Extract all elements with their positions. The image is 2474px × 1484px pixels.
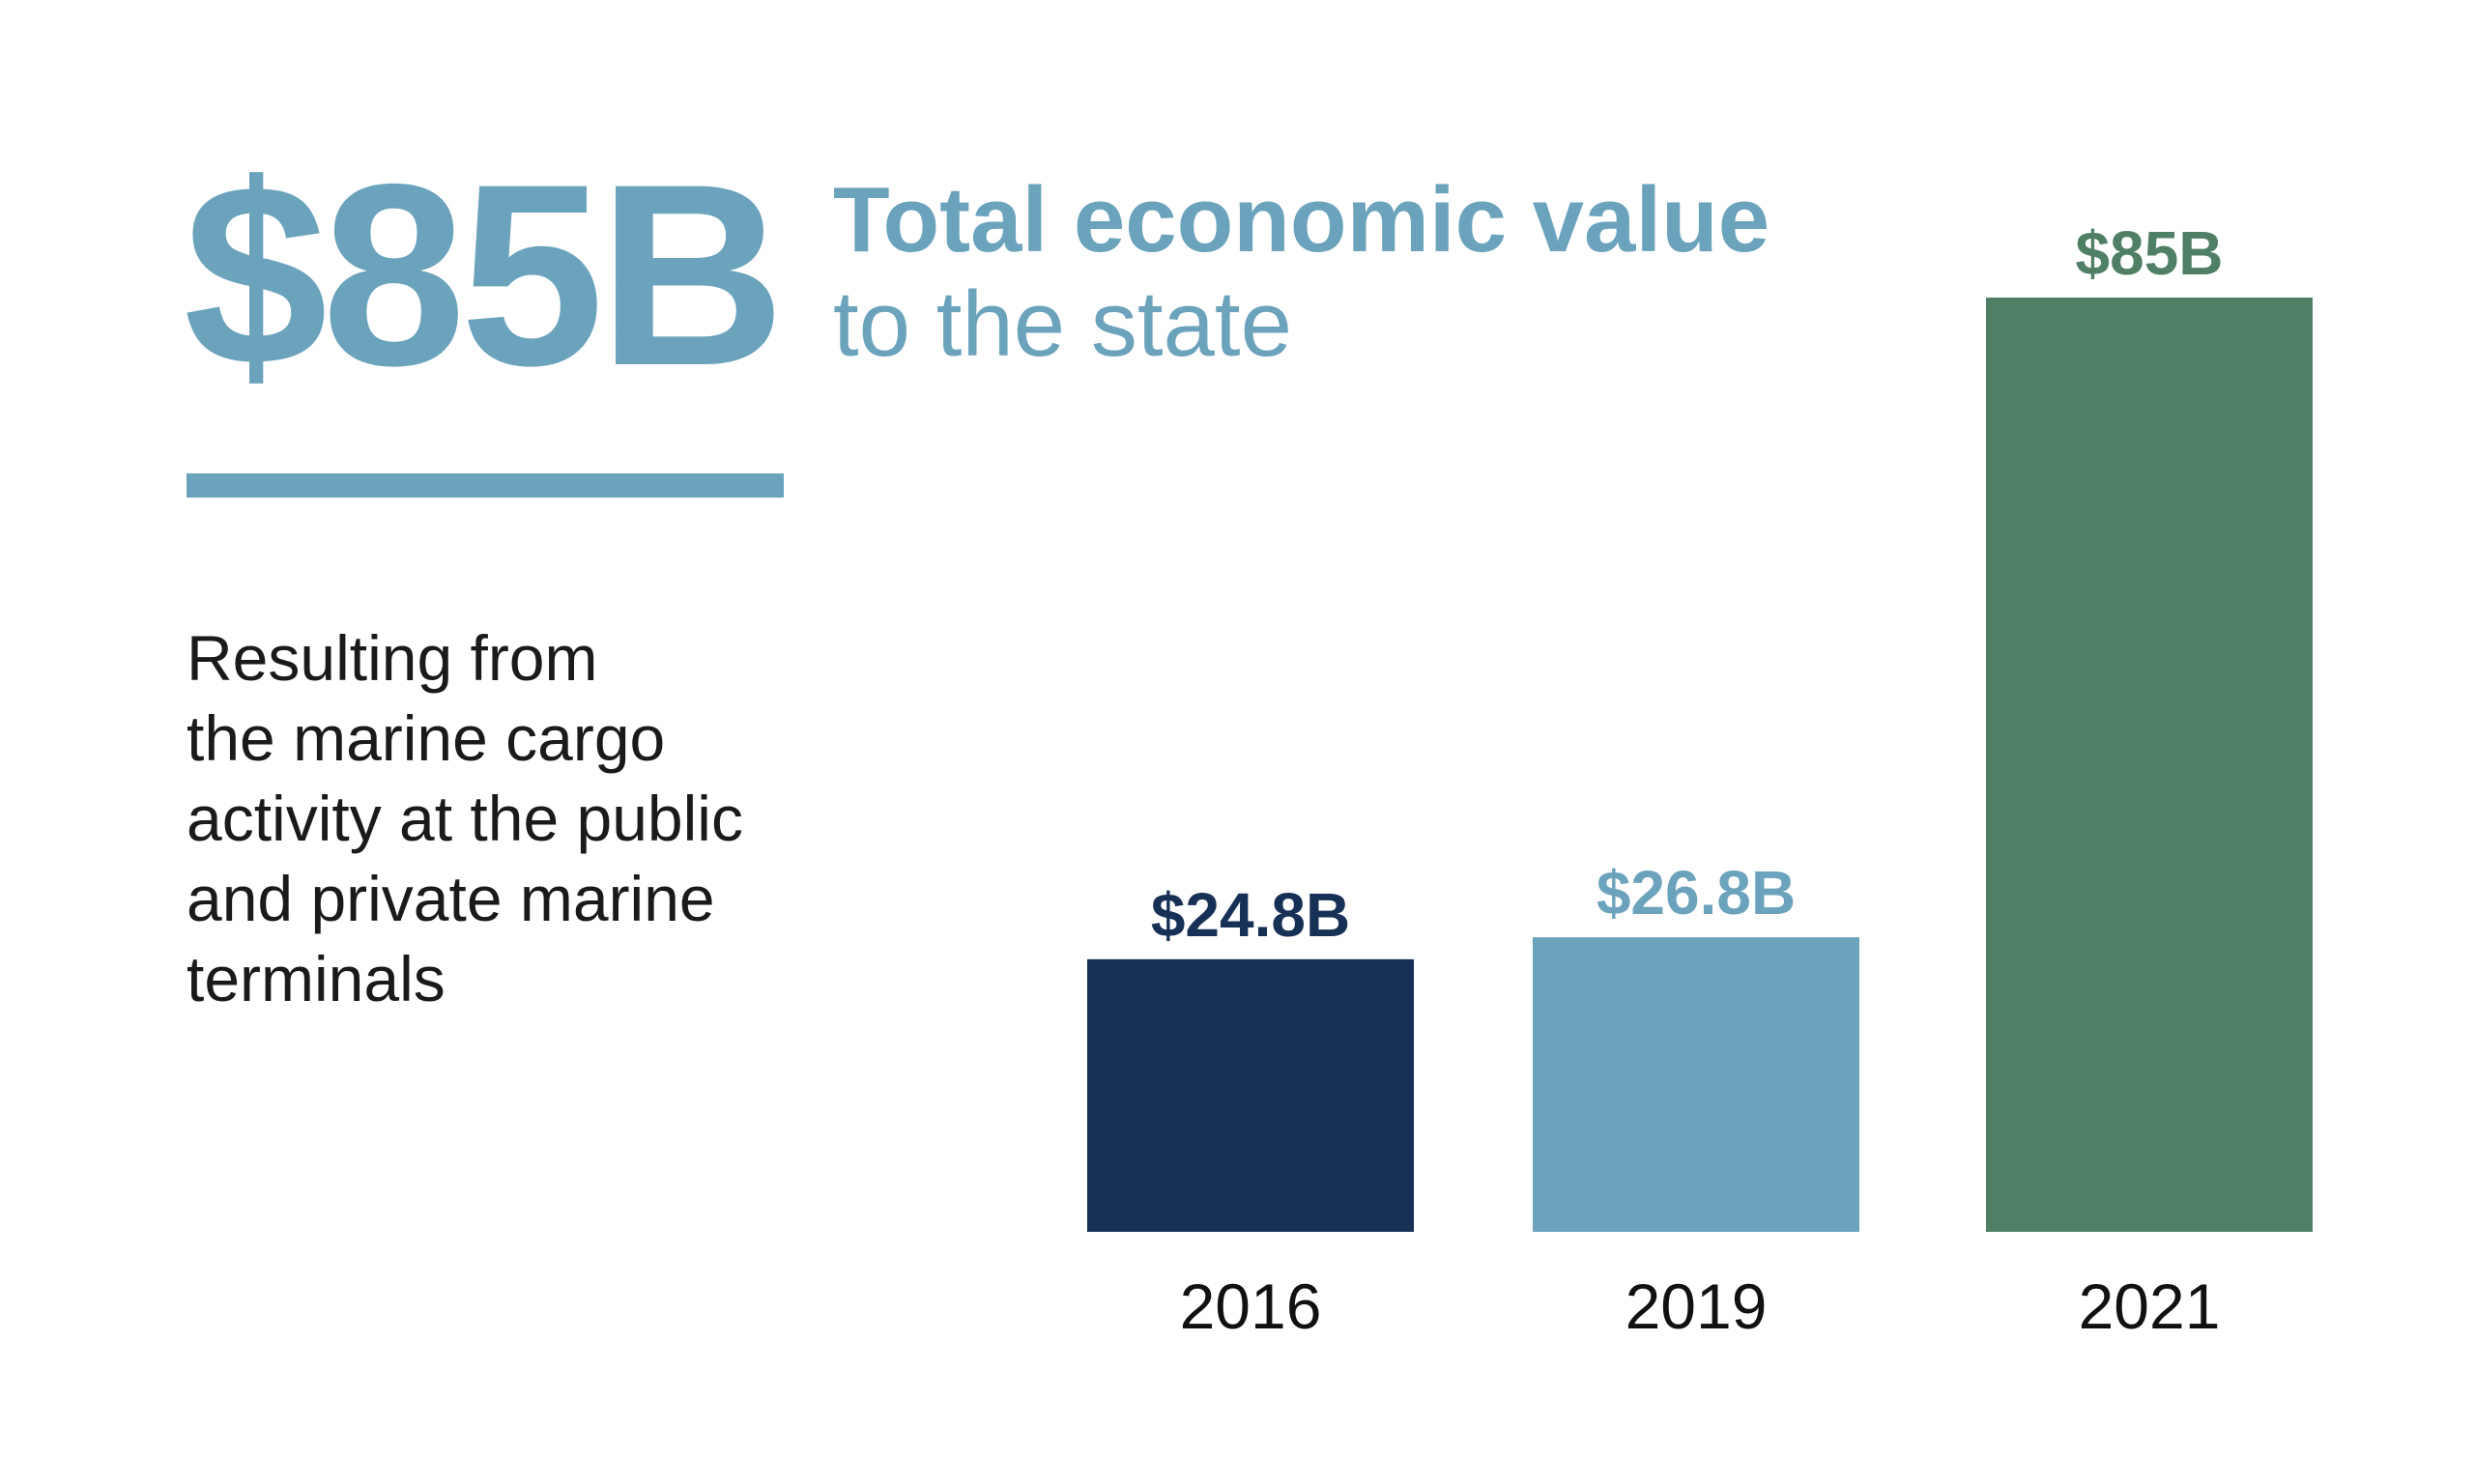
x-tick-label: 2016	[1180, 1270, 1322, 1342]
headline-figure: $85B	[184, 129, 786, 419]
description-text: Resulting from the marine cargo activity…	[187, 618, 921, 1019]
bar-2021	[1986, 298, 2313, 1232]
bar-value-label: $24.8B	[1151, 880, 1350, 950]
description-line: the marine cargo	[187, 702, 666, 774]
description-line: activity at the public	[187, 783, 743, 854]
x-tick-label: 2021	[2079, 1270, 2221, 1342]
headline-title: Total economic value	[833, 168, 1770, 271]
x-tick-label: 2019	[1625, 1270, 1768, 1342]
bar-2019	[1533, 937, 1859, 1232]
bar-value-label: $26.8B	[1597, 858, 1796, 928]
headline-subtitle: to the state	[833, 272, 1292, 376]
description-line: and private marine	[187, 863, 715, 934]
headline-divider	[187, 473, 784, 498]
description-line: terminals	[187, 943, 446, 1014]
description-line: Resulting from	[187, 622, 598, 694]
bar-2016	[1087, 958, 1414, 1232]
bar-value-label: $85B	[2076, 218, 2224, 288]
